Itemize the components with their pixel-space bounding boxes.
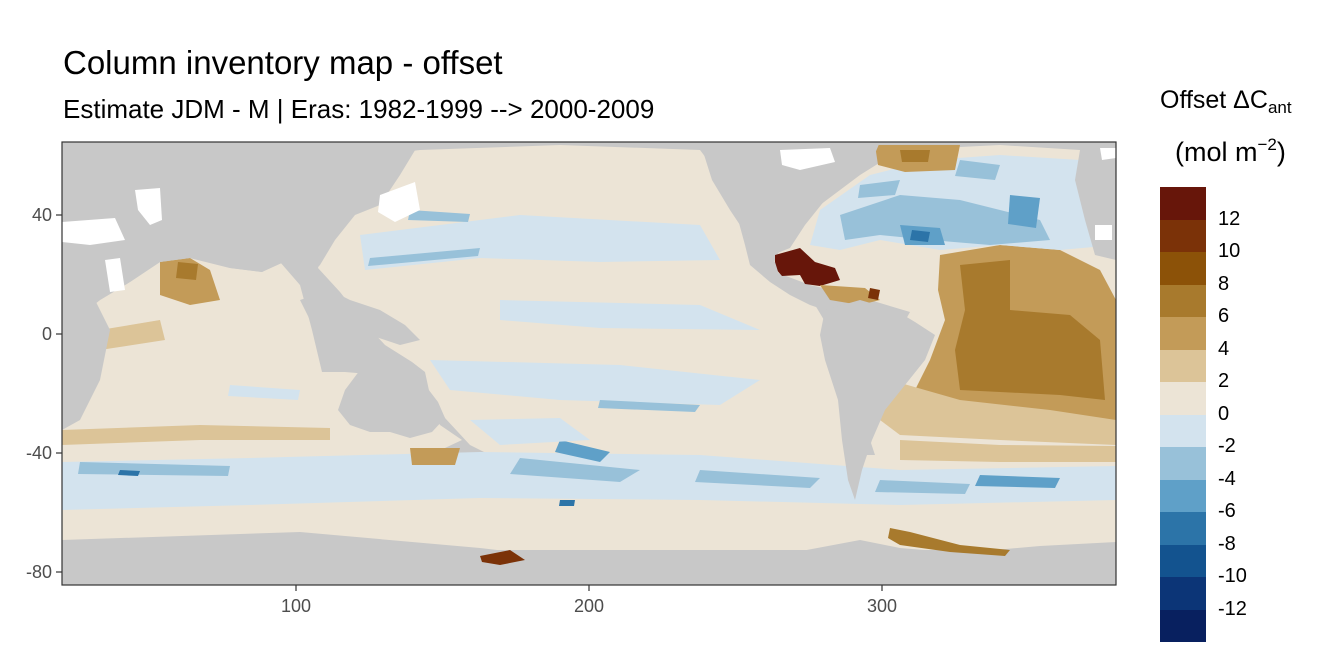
legend-label: -8 xyxy=(1218,532,1236,555)
legend-label: 12 xyxy=(1218,207,1241,230)
legend-label: 8 xyxy=(1218,272,1230,295)
panel-border xyxy=(61,141,1117,586)
legend-label: 6 xyxy=(1218,305,1230,327)
maritime-continent xyxy=(300,290,420,345)
legend-swatch xyxy=(1160,414,1206,447)
legend-title: Offset ΔCant xyxy=(1160,86,1292,118)
y-axis: 40 0 -40 -80 xyxy=(26,205,62,582)
gulf-of-mexico-high xyxy=(775,248,840,286)
legend-swatch xyxy=(1160,349,1206,382)
legend-label: -2 xyxy=(1218,435,1236,457)
legend-label: 0 xyxy=(1218,402,1230,425)
y-tick-label: 40 xyxy=(32,205,52,225)
legend-unit-main: (mol m xyxy=(1175,137,1258,167)
legend-swatch xyxy=(1160,544,1206,577)
map-subtitle: Estimate JDM - M | Eras: 1982-1999 --> 2… xyxy=(63,94,655,124)
map-layers xyxy=(62,142,1116,585)
africa xyxy=(62,142,160,330)
legend-swatch xyxy=(1160,609,1206,642)
x-tick-label: 200 xyxy=(574,596,604,616)
legend-label: -6 xyxy=(1218,500,1236,522)
x-tick-label: 100 xyxy=(281,596,311,616)
legend-label: -4 xyxy=(1218,467,1236,490)
legend-label: 2 xyxy=(1218,370,1230,392)
legend-swatch xyxy=(1160,284,1206,317)
australia xyxy=(338,368,445,438)
legend-title-sub: ant xyxy=(1267,98,1292,117)
eurasia xyxy=(62,142,420,285)
legend-unit-end: ) xyxy=(1276,137,1286,167)
legend-label: -12 xyxy=(1218,597,1247,620)
legend-swatch xyxy=(1160,479,1206,512)
legend-swatch xyxy=(1160,382,1206,415)
legend-label: -10 xyxy=(1218,565,1247,587)
south-america xyxy=(820,300,935,500)
legend-label: 10 xyxy=(1218,240,1241,262)
x-tick-label: 300 xyxy=(867,596,897,616)
legend-label: 4 xyxy=(1218,337,1230,360)
legend-swatch xyxy=(1160,187,1206,220)
antarctica xyxy=(62,532,1116,585)
legend-swatch xyxy=(1160,577,1206,610)
legend-unit-sup: −2 xyxy=(1257,135,1277,154)
legend-unit: (mol m−2) xyxy=(1175,135,1286,168)
map-title: Column inventory map - offset xyxy=(63,44,503,81)
y-tick-label: -40 xyxy=(26,443,52,463)
legend-swatch xyxy=(1160,252,1206,285)
x-axis: 100 200 300 xyxy=(281,585,897,616)
legend-title-main: Offset ΔC xyxy=(1160,86,1268,114)
legend-swatch xyxy=(1160,512,1206,545)
y-tick-label: -80 xyxy=(26,562,52,582)
legend-swatch xyxy=(1160,219,1206,252)
north-america xyxy=(700,142,880,254)
ross-sea-high xyxy=(480,550,525,565)
legend-swatch xyxy=(1160,447,1206,480)
y-tick-label: 0 xyxy=(42,324,52,344)
legend-colorbar xyxy=(1160,187,1206,642)
legend-swatch xyxy=(1160,317,1206,350)
